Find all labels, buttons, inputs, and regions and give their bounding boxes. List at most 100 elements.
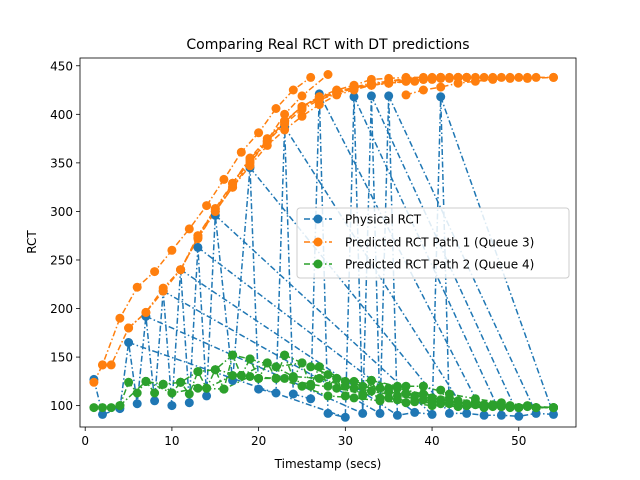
y-tick-label-200: 200 [50,302,73,316]
physical-rct-point-23 [340,412,350,422]
path2-point-5-10 [505,402,515,412]
physical-rct-link-5 [214,214,433,415]
path1-point-8-2 [366,80,376,90]
path2-point-8-5 [496,398,506,408]
physical-rct-point-30 [410,407,420,417]
path2-point-0-27 [323,381,333,391]
physical-rct-point-24 [349,92,359,102]
x-tick-label-40: 40 [424,434,439,448]
path2-point-7-0 [314,362,324,372]
path1-point-7-7 [418,74,428,84]
path1-point-2-2 [158,286,168,296]
path1-point-5-12 [479,72,489,82]
path2-point-4-4 [314,373,324,383]
y-tick-label-450: 450 [50,59,73,73]
path1-point-9-3 [453,78,463,88]
path2-point-0-0 [89,403,99,413]
path1-point-6-12 [496,72,506,82]
path2-point-5-3 [323,370,333,380]
path2-point-1-2 [158,379,168,389]
physical-rct-point-22 [323,408,333,418]
path1-point-0-0 [89,377,99,387]
legend-box [296,207,570,279]
path2-point-2-5 [271,373,281,383]
physical-rct-point-27 [375,408,385,418]
chart-title: Comparing Real RCT with DT predictions [186,37,469,53]
path2-point-0-4 [124,377,134,387]
path2-point-6-7 [462,399,472,409]
path2-point-4-1 [236,371,246,380]
path2-point-4-2 [262,358,272,368]
x-tick-label-30: 30 [338,434,353,448]
path2-point-5-5 [375,383,385,393]
path2-point-0-36 [401,381,411,391]
path2-point-3-5 [306,379,316,389]
x-tick-label-10: 10 [164,434,179,448]
legend-marker-path1 [313,237,323,247]
physical-rct-point-20 [306,394,316,404]
path2-point-5-7 [427,393,437,403]
path1-point-2-0 [124,323,134,333]
path2-point-2-8 [349,393,359,403]
path1-point-1-1 [106,360,116,370]
path2-point-6-4 [384,387,394,397]
path2-point-8-1 [392,381,402,391]
physical-rct-point-28 [384,91,394,101]
path1-point-7-6 [401,76,411,86]
y-tick-label-350: 350 [50,156,73,170]
path2-point-5-9 [479,400,489,410]
physical-rct-point-32 [436,92,446,102]
path1-point-0-6 [184,224,194,234]
physical-rct-point-6 [150,396,160,406]
path2-point-6-1 [306,362,316,372]
path2-point-1-6 [228,350,238,360]
path1-point-7-10 [514,72,524,82]
path1-point-1-11 [280,109,290,119]
physical-rct-point-33 [444,408,454,418]
path1-point-0-7 [202,201,212,211]
path1-point-8-8 [531,72,541,82]
physical-rct-point-29 [392,410,402,420]
path2-point-6-3 [358,381,368,391]
path1-point-0-10 [254,128,264,138]
path1-point-9-1 [418,85,428,95]
path1-point-0-13 [306,72,316,82]
physical-rct-link-6 [249,167,450,414]
path2-point-2-0 [141,376,151,386]
legend-label-path1: Predicted RCT Path 1 (Queue 3) [345,236,534,250]
path2-point-5-8 [453,397,463,407]
path2-point-8-6 [522,401,532,411]
path2-point-7-4 [418,389,428,399]
path2-point-0-40 [436,385,446,395]
path2-point-8-4 [470,394,480,404]
physical-rct-point-31 [427,409,437,419]
path2-point-6-8 [488,401,498,411]
physical-rct-point-39 [549,409,558,419]
x-tick-label-0: 0 [81,434,89,448]
plot-area [89,70,558,422]
x-axis-label: Timestamp (secs) [274,457,382,471]
physical-rct-point-11 [193,242,203,252]
physical-rct-point-4 [132,399,142,409]
path1-point-8-5 [427,74,437,84]
physical-rct-point-25 [358,408,368,418]
physical-rct-link-1 [145,315,364,415]
path2-point-2-7 [323,391,333,401]
physical-rct-point-16 [254,384,264,394]
path1-point-3-0 [176,265,186,275]
path2-point-0-2 [106,403,116,413]
x-tick-label-20: 20 [251,434,266,448]
path1-point-9-6 [505,73,515,83]
path2-point-2-11 [427,401,437,411]
path1-point-3-7 [297,111,307,121]
path1-point-1-13 [323,70,333,79]
path2-point-6-0 [280,350,290,360]
physical-rct-point-35 [479,410,489,420]
path2-point-3-1 [202,383,212,393]
path2-point-6-5 [410,391,420,401]
path1-point-9-0 [401,90,411,100]
path1-point-5-0 [228,178,238,188]
path2-point-4-6 [366,386,376,396]
path2-point-2-1 [167,388,177,398]
path2-point-6-2 [332,373,342,383]
